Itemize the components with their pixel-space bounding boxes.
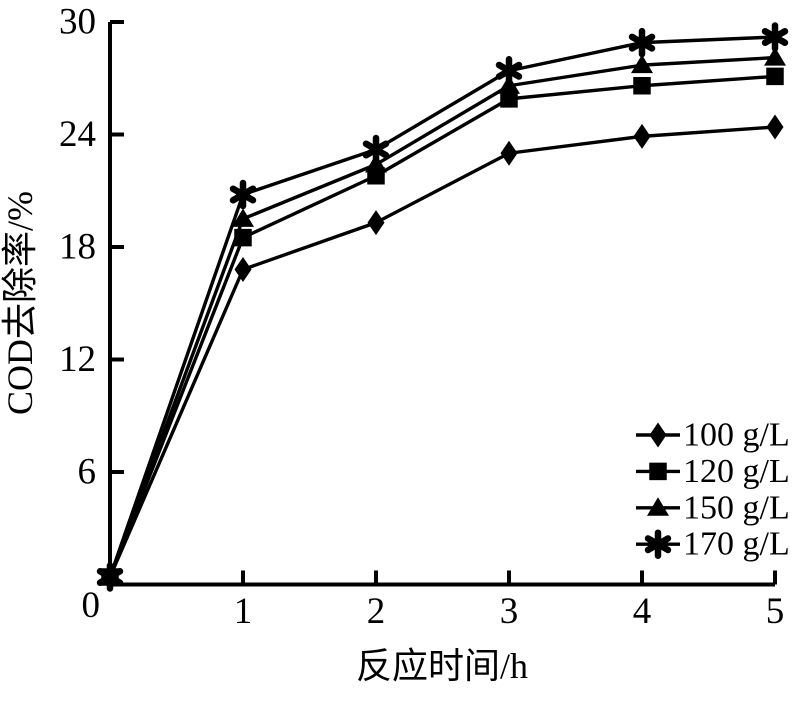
square-marker — [649, 462, 667, 481]
legend-entry: 120 g/L — [636, 453, 790, 490]
triangle-marker — [764, 47, 786, 66]
axis-lines — [108, 22, 775, 587]
asterisk-marker — [644, 529, 672, 559]
asterisk-spoke — [761, 28, 789, 46]
axes — [108, 22, 775, 587]
y-axis-title: COD去除率/% — [0, 191, 40, 415]
legend-entry: 170 g/L — [636, 526, 790, 563]
asterisk-spoke — [644, 535, 672, 554]
legend-entry: 100 g/L — [636, 417, 790, 454]
y-tick-label: 6 — [78, 452, 97, 493]
data-series — [96, 22, 789, 592]
x-tick-label: 1 — [234, 591, 253, 632]
x-axis-title: 反应时间/h — [356, 646, 528, 686]
series-line — [108, 55, 776, 578]
triangle-marker — [232, 208, 254, 227]
series-100-g-L — [101, 114, 784, 590]
y-tick-label: 0 — [82, 585, 101, 626]
asterisk-marker — [362, 134, 390, 165]
diamond-marker — [766, 114, 784, 140]
x-tick-label: 2 — [367, 591, 386, 632]
diamond-marker — [649, 422, 667, 448]
asterisk-marker — [761, 22, 789, 52]
diamond-marker — [234, 257, 252, 282]
asterisk-spoke — [362, 140, 390, 159]
asterisk-marker — [628, 27, 656, 58]
legend-label: 170 g/L — [683, 526, 790, 563]
legend-entry: 150 g/L — [636, 489, 790, 526]
square-marker — [633, 77, 651, 95]
legend-label: 100 g/L — [683, 417, 790, 454]
x-tick-label: 4 — [633, 591, 652, 632]
y-tick-label: 12 — [59, 339, 96, 380]
triangle-marker — [647, 497, 669, 516]
series-line — [108, 125, 776, 578]
y-tick-label: 24 — [59, 114, 96, 155]
series-line — [108, 74, 776, 578]
asterisk-marker — [96, 562, 124, 592]
y-tick-label: 30 — [59, 2, 96, 43]
x-tick-label: 3 — [500, 591, 519, 632]
asterisk-marker — [495, 56, 523, 86]
asterisk-spoke — [495, 61, 523, 80]
diamond-marker — [367, 210, 385, 236]
asterisk-spoke — [628, 33, 656, 52]
series-line — [108, 35, 776, 578]
diamond-marker — [500, 140, 518, 166]
asterisk-marker — [229, 179, 257, 210]
triangle-marker — [631, 54, 653, 74]
legend-label: 150 g/L — [683, 489, 790, 526]
diamond-marker — [633, 123, 651, 149]
asterisk-spoke — [96, 568, 124, 586]
square-marker — [500, 90, 518, 108]
square-marker — [766, 67, 784, 86]
asterisk-spoke — [229, 185, 257, 204]
legend-label: 120 g/L — [683, 453, 790, 490]
y-tick-label: 18 — [59, 227, 96, 268]
series-170-g-L — [96, 22, 789, 592]
x-tick-label: 5 — [766, 591, 785, 632]
